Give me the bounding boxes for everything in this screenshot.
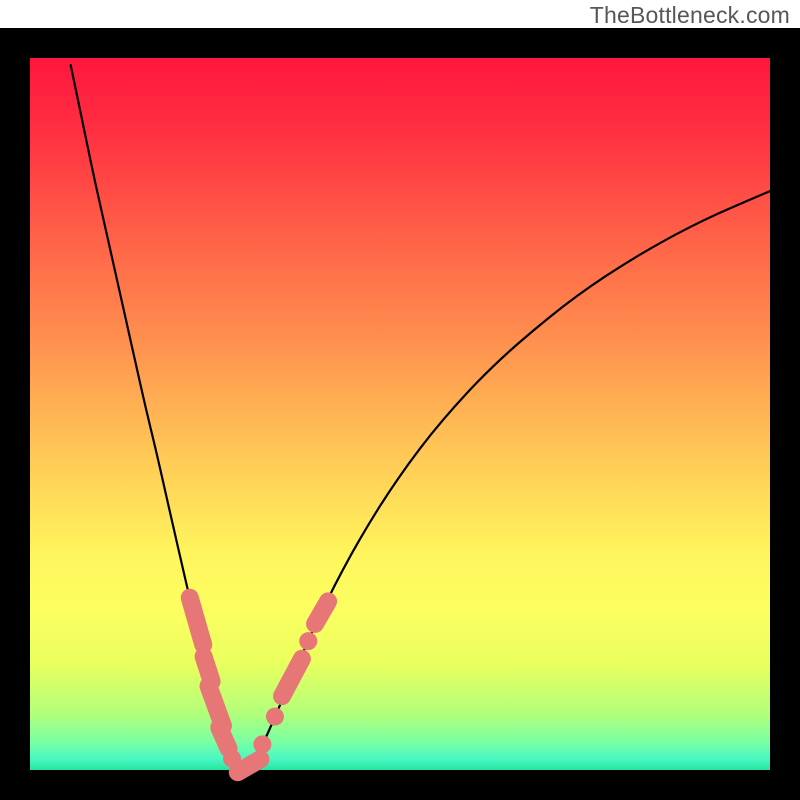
marker-dot [299, 632, 317, 650]
marker-capsule [315, 601, 328, 624]
watermark-text: TheBottleneck.com [590, 2, 790, 29]
marker-dot [266, 708, 284, 726]
page-root: TheBottleneck.com [0, 0, 800, 800]
bottleneck-chart [0, 28, 800, 800]
marker-dot [253, 735, 271, 753]
marker-capsule [238, 759, 261, 772]
marker-capsule [219, 728, 228, 749]
chart-background-gradient [30, 58, 770, 770]
